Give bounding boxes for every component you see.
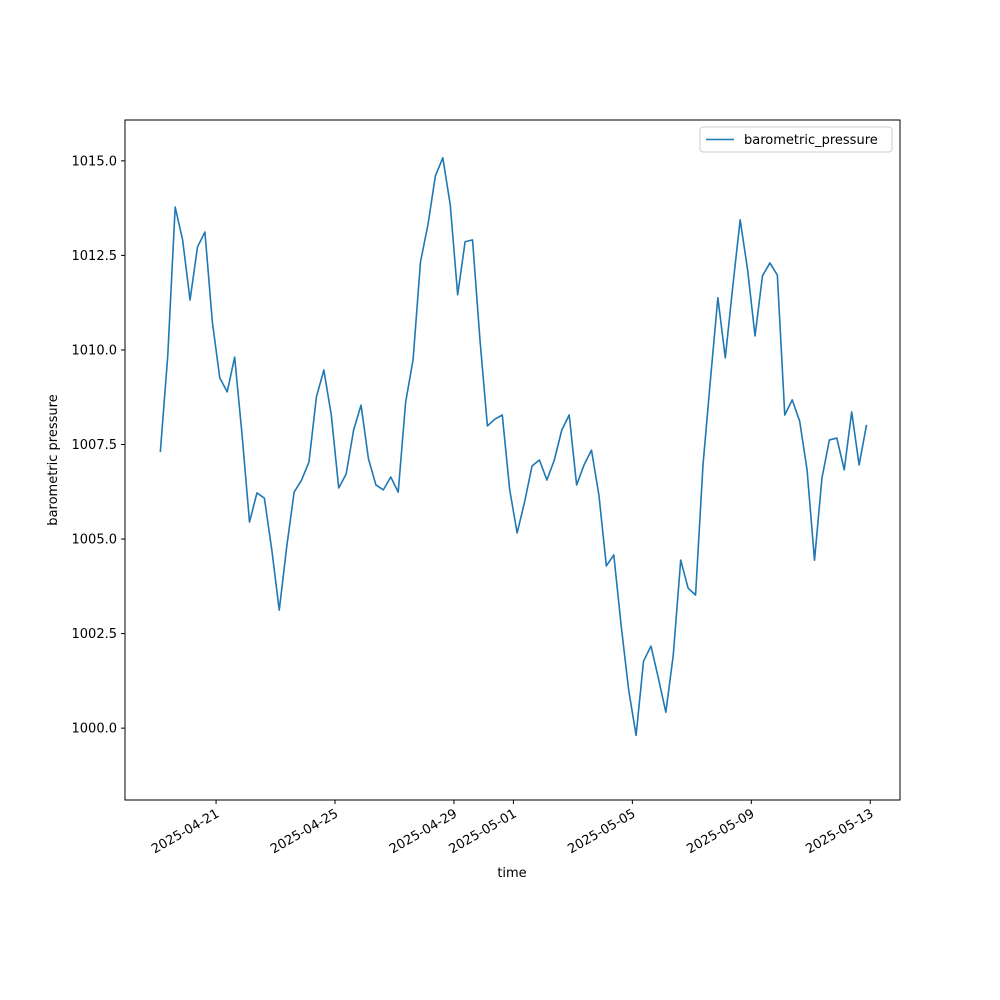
x-tick-label: 2025-04-21 [149,806,222,857]
y-tick-label: 1012.5 [72,249,118,264]
y-tick-label: 1010.0 [72,343,118,358]
y-tick-label: 1015.0 [72,154,118,169]
y-tick-label: 1002.5 [72,627,118,642]
x-tick-label: 2025-04-25 [268,806,341,857]
x-tick-label: 2025-05-05 [565,806,638,857]
y-tick-label: 1007.5 [72,438,118,453]
x-tick-label: 2025-05-01 [446,806,519,857]
y-tick-label: 1005.0 [72,533,118,548]
legend-box [699,126,893,153]
y-axis-label: barometric pressure [46,394,61,525]
x-tick-label: 2025-05-13 [803,806,876,857]
y-tick-label: 1000.0 [72,722,118,737]
line-series [159,157,868,737]
x-axis-label: time [497,866,526,881]
x-tick-label: 2025-05-09 [684,806,757,857]
axes-frame [124,119,901,801]
legend-label: barometric_pressure [744,133,878,148]
